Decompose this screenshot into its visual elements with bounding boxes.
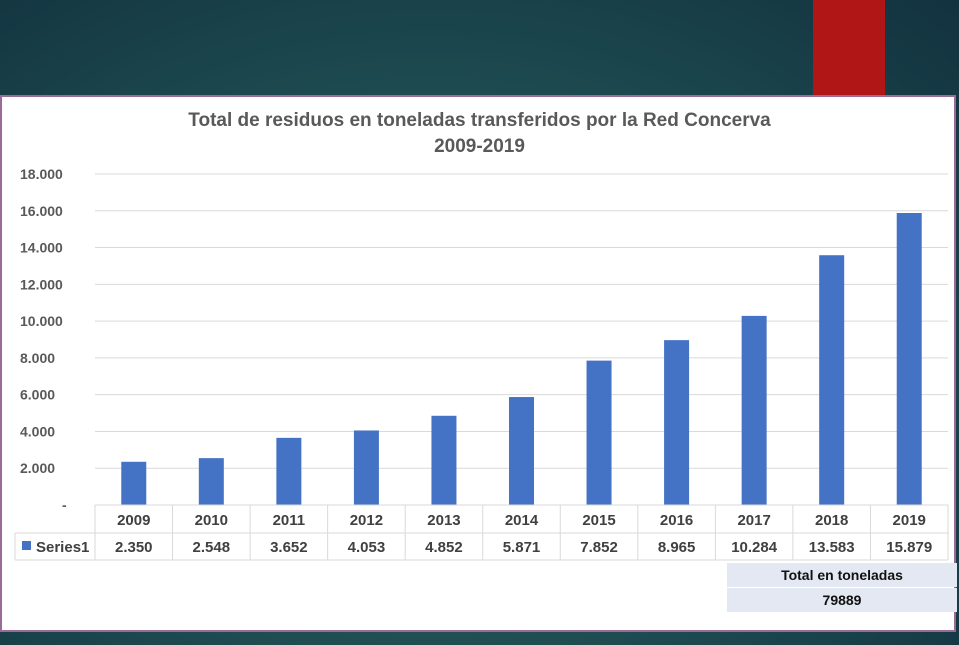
- category-label: 2016: [660, 512, 693, 529]
- category-label: 2010: [195, 512, 228, 529]
- y-tick-label: 2.000: [20, 460, 55, 476]
- value-label: 13.583: [809, 539, 855, 556]
- bar-2012: [353, 430, 379, 505]
- category-label: 2014: [505, 512, 539, 529]
- total-label: Total en toneladas: [727, 563, 957, 587]
- value-label: 3.652: [270, 539, 308, 556]
- category-label: 2015: [582, 512, 615, 529]
- y-tick-label: 14.000: [20, 240, 63, 256]
- bar-2015: [586, 360, 612, 505]
- y-tick-label: 10.000: [20, 313, 63, 329]
- category-label: 2011: [273, 512, 306, 529]
- total-value: 79889: [727, 588, 957, 612]
- legend-key: [22, 541, 31, 550]
- bar-2014: [509, 397, 534, 505]
- value-label: 8.965: [658, 539, 696, 556]
- legend-series-name: Series1: [36, 539, 89, 556]
- value-label: 4.852: [425, 539, 463, 556]
- title-line: Total de residuos en toneladas transferi…: [188, 110, 771, 131]
- y-tick-label: 6.000: [20, 387, 55, 403]
- y-tick-label: 12.000: [20, 276, 63, 292]
- subtitle-line: 2009-2019: [434, 136, 525, 157]
- bar-2009: [121, 461, 147, 505]
- value-label: 15.879: [886, 539, 932, 556]
- y-tick-label: 8.000: [20, 350, 55, 366]
- bar-2013: [431, 415, 457, 505]
- value-label: 5.871: [503, 539, 541, 556]
- category-label: 2013: [427, 512, 460, 529]
- y-tick-label: 16.000: [20, 203, 63, 219]
- category-label: 2019: [893, 512, 926, 529]
- value-label: 10.284: [731, 539, 778, 556]
- chart-panel: [0, 95, 956, 632]
- value-label: 4.053: [348, 539, 386, 556]
- bar-2017: [741, 315, 767, 505]
- category-label: 2009: [117, 512, 150, 529]
- bar-2016: [664, 340, 690, 505]
- category-label: 2018: [815, 512, 848, 529]
- bar-2018: [819, 255, 845, 505]
- y-tick-label: 4.000: [20, 423, 55, 439]
- value-label: 2.548: [193, 539, 231, 556]
- chart-title: Total de residuos en toneladas transferi…: [0, 108, 959, 160]
- value-label: 2.350: [115, 539, 153, 556]
- value-label: 7.852: [580, 539, 618, 556]
- bar-2011: [276, 437, 302, 505]
- y-tick-label: -: [62, 497, 67, 513]
- y-tick-label: 18.000: [20, 166, 63, 182]
- total-box: Total en toneladas 79889: [727, 563, 957, 613]
- bar-2010: [198, 458, 224, 505]
- decorative-red-bar: [813, 0, 885, 95]
- bar-2019: [896, 213, 922, 505]
- category-label: 2012: [350, 512, 383, 529]
- category-label: 2017: [737, 512, 770, 529]
